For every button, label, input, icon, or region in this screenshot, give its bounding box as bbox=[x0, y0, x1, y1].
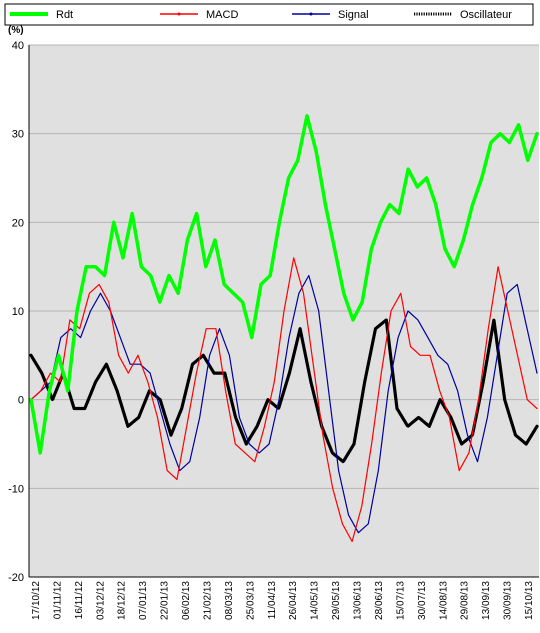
x-tick: 14/08/13 bbox=[438, 581, 449, 620]
x-tick-label: 15/10/13 bbox=[524, 581, 535, 620]
x-tick-label: 29/05/13 bbox=[331, 581, 342, 620]
legend-item-rdt: Rdt bbox=[10, 9, 73, 21]
x-tick: 30/09/13 bbox=[503, 581, 514, 620]
x-tick-label: 14/05/13 bbox=[310, 581, 321, 620]
x-tick: 13/06/13 bbox=[353, 581, 364, 620]
x-tick-label: 29/08/13 bbox=[460, 581, 471, 620]
x-tick-label: 25/03/13 bbox=[245, 581, 256, 620]
x-tick: 22/01/13 bbox=[160, 581, 171, 620]
x-tick: 15/07/13 bbox=[395, 581, 406, 620]
x-tick: 11/04/13 bbox=[267, 581, 278, 620]
x-tick-label: 30/09/13 bbox=[503, 581, 514, 620]
legend-box bbox=[4, 3, 534, 26]
y-tick-label: 30 bbox=[12, 129, 24, 141]
y-tick-label: -10 bbox=[8, 483, 24, 495]
x-axis-ticks: 17/10/12 01/11/12 16/11/12 03/12/12 18/12/12… bbox=[31, 581, 535, 620]
series-line-signal bbox=[30, 274, 538, 534]
legend-label: Signal bbox=[338, 9, 369, 21]
y-tick-label: 40 bbox=[12, 40, 24, 52]
legend-item-macd: MACD bbox=[160, 9, 238, 21]
x-tick-label: 14/08/13 bbox=[438, 581, 449, 620]
x-tick: 01/11/12 bbox=[52, 581, 63, 620]
x-tick-label: 11/04/13 bbox=[267, 581, 278, 620]
series-layer bbox=[29, 114, 539, 543]
x-tick: 13/09/13 bbox=[481, 581, 492, 620]
x-tick: 06/02/13 bbox=[181, 581, 192, 620]
x-tick-label: 30/07/13 bbox=[417, 581, 428, 620]
legend-item-signal: Signal bbox=[292, 9, 369, 21]
series-line-rdt bbox=[29, 114, 539, 455]
series-line-macd bbox=[30, 257, 538, 543]
y-tick-label: 0 bbox=[18, 395, 24, 407]
x-tick-label: 13/09/13 bbox=[481, 581, 492, 620]
x-tick-label: 18/12/12 bbox=[117, 581, 128, 620]
x-tick: 30/07/13 bbox=[417, 581, 428, 620]
x-tick-label: 26/04/13 bbox=[288, 581, 299, 620]
x-tick: 07/01/13 bbox=[138, 581, 149, 620]
x-tick: 25/03/13 bbox=[245, 581, 256, 620]
legend-label: MACD bbox=[206, 9, 238, 21]
series-line-oscillateur bbox=[29, 318, 539, 464]
x-tick: 29/08/13 bbox=[460, 581, 471, 620]
y-tick-label: 20 bbox=[12, 217, 24, 229]
legend-label: Oscillateur bbox=[460, 9, 512, 21]
grid bbox=[29, 44, 539, 489]
x-tick-label: 22/01/13 bbox=[160, 581, 171, 620]
x-tick-label: 01/11/12 bbox=[52, 581, 63, 620]
x-tick-label: 28/06/13 bbox=[374, 581, 385, 620]
y-axis-ticks: 40 30 20 10 0 -10 -20 bbox=[8, 40, 24, 584]
x-tick: 03/12/12 bbox=[95, 581, 106, 620]
x-tick-label: 07/01/13 bbox=[138, 581, 149, 620]
x-tick: 28/06/13 bbox=[374, 581, 385, 620]
x-tick: 14/05/13 bbox=[310, 581, 321, 620]
legend-marker bbox=[177, 12, 181, 16]
x-tick-label: 17/10/12 bbox=[31, 581, 42, 620]
x-tick-label: 08/03/13 bbox=[224, 581, 235, 620]
x-tick: 29/05/13 bbox=[331, 581, 342, 620]
x-tick: 15/10/13 bbox=[524, 581, 535, 620]
x-tick-label: 15/07/13 bbox=[395, 581, 406, 620]
x-tick: 17/10/12 bbox=[31, 581, 42, 620]
legend: Rdt MACD Signal Oscillateur bbox=[10, 9, 512, 21]
x-tick: 08/03/13 bbox=[224, 581, 235, 620]
x-tick-label: 13/06/13 bbox=[353, 581, 364, 620]
y-tick-label: 10 bbox=[12, 306, 24, 318]
x-tick: 21/02/13 bbox=[202, 581, 213, 620]
legend-marker bbox=[309, 12, 313, 16]
x-tick: 18/12/12 bbox=[117, 581, 128, 620]
x-tick: 26/04/13 bbox=[288, 581, 299, 620]
legend-label: Rdt bbox=[56, 9, 73, 21]
y-tick-label: -20 bbox=[8, 572, 24, 584]
x-tick-label: 03/12/12 bbox=[95, 581, 106, 620]
x-tick-label: 21/02/13 bbox=[202, 581, 213, 620]
x-tick: 16/11/12 bbox=[74, 581, 85, 620]
legend-item-oscillateur: Oscillateur bbox=[414, 9, 512, 21]
x-tick-label: 06/02/13 bbox=[181, 581, 192, 620]
y-axis-label: (%) bbox=[8, 25, 24, 36]
x-tick-label: 16/11/12 bbox=[74, 581, 85, 620]
